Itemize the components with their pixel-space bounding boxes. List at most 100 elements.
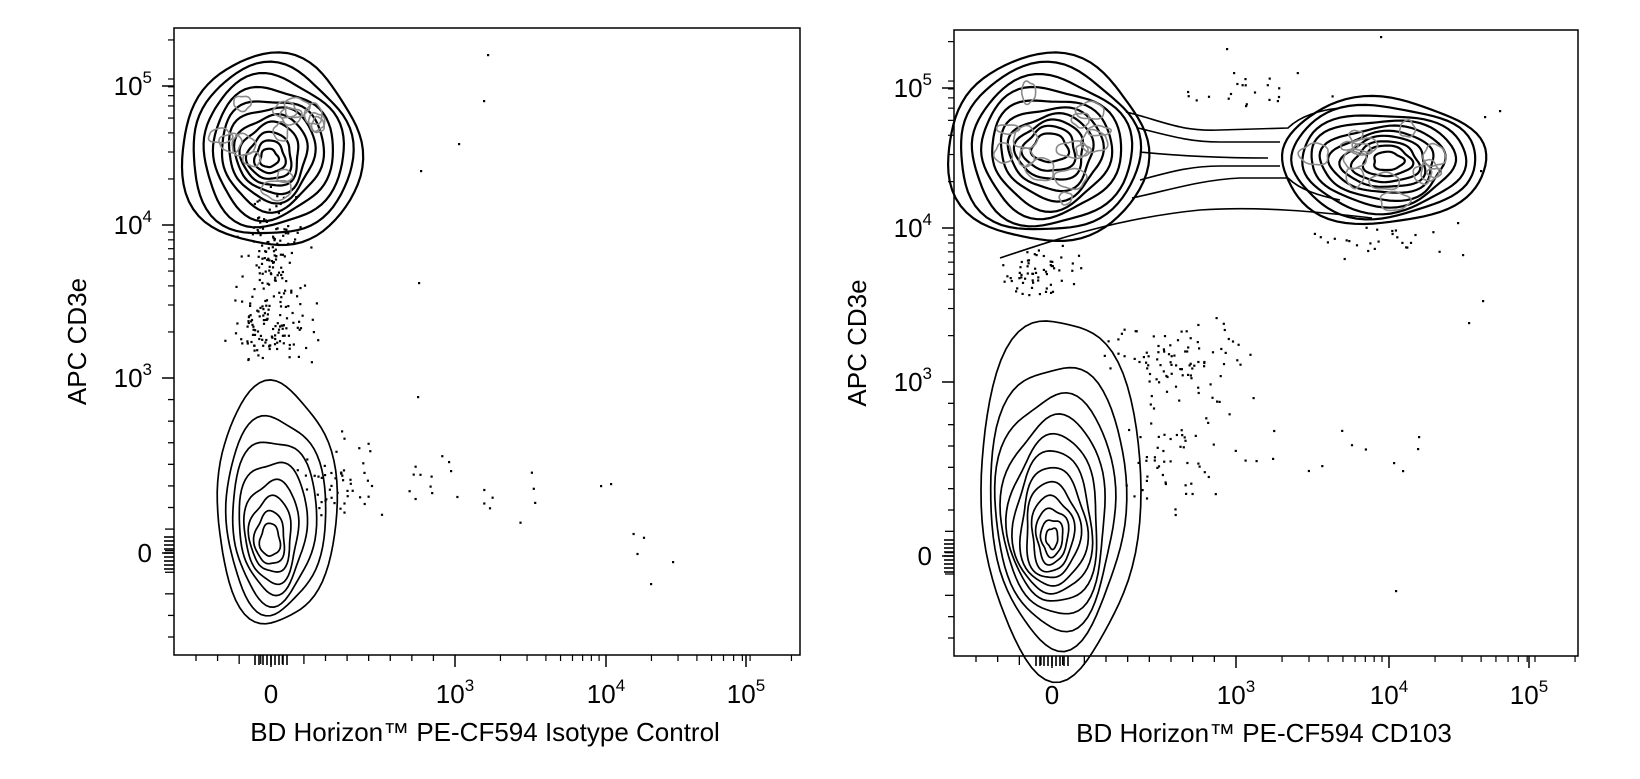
event-dots <box>1002 36 1502 593</box>
event-dot <box>380 513 384 516</box>
event-dot <box>1480 170 1483 173</box>
event-dot <box>261 356 264 360</box>
event-dot <box>241 300 244 303</box>
event-dot <box>610 483 613 486</box>
event-dot <box>1218 400 1221 403</box>
event-dot <box>253 333 257 336</box>
contour-line <box>1349 142 1373 156</box>
event-dot <box>258 278 261 282</box>
event-dot <box>1179 368 1182 371</box>
event-dot <box>1169 344 1172 347</box>
contour-line <box>307 111 326 133</box>
event-dot <box>487 54 490 57</box>
x-tick-label: 103 <box>1217 677 1255 710</box>
plot-area <box>180 51 675 625</box>
contour-line <box>1070 112 1090 129</box>
event-dot <box>268 265 271 268</box>
event-dot <box>1037 276 1040 279</box>
event-dot <box>262 344 265 347</box>
event-dot <box>240 255 243 258</box>
contour-line <box>992 141 1014 164</box>
x-tick-base: 10 <box>587 679 616 709</box>
event-dot <box>417 396 420 399</box>
event-dot <box>246 340 249 343</box>
event-dot <box>1156 358 1159 361</box>
event-dot <box>276 227 279 230</box>
event-dot <box>1184 484 1187 487</box>
event-dot <box>1162 348 1165 351</box>
event-dot <box>1071 269 1074 272</box>
event-dot <box>273 343 277 346</box>
event-dot <box>267 240 270 244</box>
event-dot <box>304 474 307 477</box>
contour-line <box>1024 157 1055 182</box>
event-dot <box>1163 433 1166 436</box>
event-dot <box>273 237 276 241</box>
event-dot <box>251 323 254 326</box>
event-dot <box>1194 434 1197 437</box>
event-dot <box>1214 493 1217 496</box>
event-dot <box>305 488 309 491</box>
event-dot <box>262 314 265 317</box>
event-dot <box>1037 249 1040 252</box>
event-dot <box>1044 290 1048 293</box>
event-dot <box>1186 461 1189 465</box>
event-dot <box>1159 364 1162 367</box>
contour-line <box>1345 167 1365 190</box>
x-tick-exponent: 3 <box>465 676 474 695</box>
event-dot <box>1343 257 1346 261</box>
event-dot <box>358 447 361 450</box>
event-dot <box>1241 84 1244 87</box>
event-dot <box>280 324 283 327</box>
event-dot <box>1187 373 1190 376</box>
event-dot <box>532 487 535 490</box>
event-dot <box>1058 269 1061 272</box>
event-dot <box>256 349 259 352</box>
event-dot <box>1189 374 1192 377</box>
event-dot <box>1072 283 1076 286</box>
x-tick-base: 10 <box>436 679 465 709</box>
event-dot <box>260 262 264 265</box>
event-dot <box>1146 475 1149 478</box>
event-dot <box>1060 279 1063 282</box>
contour-line <box>1326 129 1435 194</box>
event-dot <box>1034 271 1038 274</box>
event-dot <box>1162 370 1165 373</box>
contour-line <box>231 441 318 608</box>
x-tick-exponent: 5 <box>756 676 765 695</box>
event-dot <box>1296 72 1299 75</box>
contour-line <box>260 179 292 202</box>
contour-line <box>180 51 365 247</box>
event-dot <box>1402 470 1405 473</box>
contour-line <box>1373 150 1406 172</box>
event-dot <box>297 355 300 358</box>
contour-line <box>1379 190 1413 212</box>
event-dot <box>1276 100 1279 103</box>
event-dot <box>1377 240 1380 243</box>
event-dot <box>294 238 297 241</box>
event-dot <box>1252 397 1255 400</box>
event-dot <box>265 318 268 321</box>
event-dot <box>1319 236 1322 239</box>
population-contours <box>1280 94 1488 226</box>
event-dot <box>1026 272 1029 275</box>
event-dot <box>458 143 461 146</box>
event-dot <box>285 317 289 320</box>
event-dot <box>1236 359 1239 362</box>
event-dot <box>1406 246 1409 249</box>
event-dot <box>1462 254 1465 257</box>
event-dot <box>1180 368 1183 371</box>
event-dot <box>412 473 415 476</box>
event-dot <box>311 318 314 321</box>
x-tick-base: 10 <box>727 679 756 709</box>
y-tick-base: 10 <box>894 73 923 103</box>
event-dot <box>251 233 254 236</box>
event-dot <box>1409 241 1413 244</box>
event-dot <box>320 476 323 479</box>
event-dot <box>450 470 453 473</box>
event-dot <box>1197 323 1200 327</box>
contour-line <box>989 366 1128 653</box>
event-dot <box>250 340 253 344</box>
event-dot <box>1026 265 1029 268</box>
